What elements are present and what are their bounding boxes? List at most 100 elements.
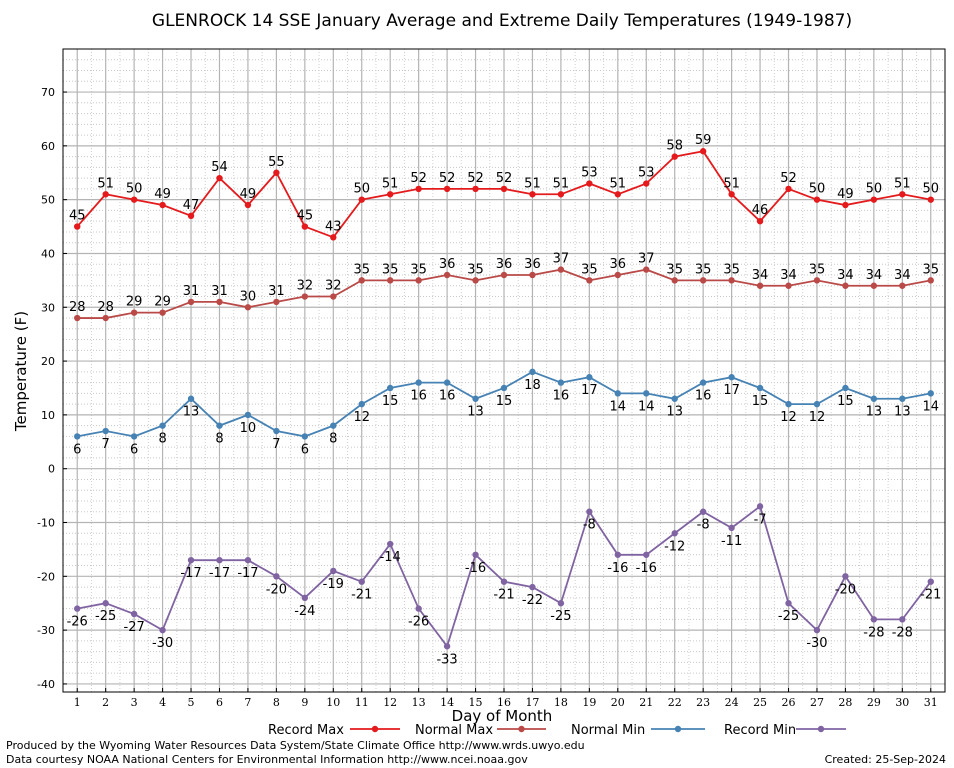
record-max-data-label: 52 [780,171,797,186]
record-max-data-label: 54 [211,160,228,175]
record-max-point [728,191,735,198]
normal-min-data-label: 8 [158,432,166,447]
y-tick-label: -10 [37,517,55,530]
record-max-point [842,201,849,209]
normal-max-data-label: 28 [97,300,114,315]
x-tick-label: 16 [497,696,511,709]
x-tick-label: 30 [895,696,909,709]
record-min-point [102,600,109,607]
record-max-data-label: 45 [297,209,314,224]
record-max-data-label: 52 [467,171,484,186]
record-min-point [443,643,451,650]
y-tick-label: -40 [37,678,55,691]
x-tick-label: 14 [440,696,454,709]
record-max-point [415,185,422,193]
normal-max-point [756,282,764,289]
record-min-point [643,551,650,558]
normal-min-point [699,379,707,386]
normal-max-point [643,266,650,273]
record-min-point [500,578,508,585]
normal-max-data-label: 31 [183,284,200,299]
record-max-point [927,196,934,203]
record-max-point [244,201,252,209]
normal-min-point [130,433,138,440]
record-min-data-label: -28 [863,625,884,640]
x-tick-label: 20 [611,696,625,709]
y-tick-label: 60 [41,140,55,153]
normal-min-point [842,384,849,392]
normal-min-data-label: 10 [240,421,257,436]
normal-min-data-label: 14 [610,399,627,414]
normal-max-data-label: 34 [780,268,797,283]
normal-max-data-label: 37 [553,252,570,267]
record-max-point [813,196,821,203]
normal-max-data-label: 37 [638,252,655,267]
record-min-data-label: -16 [636,561,657,576]
record-min-point [415,605,422,612]
normal-max-data-label: 34 [894,268,911,283]
record-min-point [927,578,934,585]
record-max-point [614,191,622,198]
normal-min-data-label: 15 [382,394,399,409]
y-tick-label: -30 [37,624,55,637]
series-normal-max: 28 28 29 29 31 31 30 31 32 32 35 35 35 36 35 36 36 37 35 36… [69,252,939,322]
normal-max-point [728,277,735,284]
record-min-point [529,583,536,591]
record-min-point [728,524,735,532]
normal-min-point [927,390,934,397]
record-max-point [216,174,223,182]
series-record-min: -26 -25-27-30-17 -17 -17-20-24-19-21-14-26-… [67,503,941,667]
record-min-point [130,610,138,618]
normal-max-point [529,271,536,279]
normal-max-data-label: 34 [866,268,883,283]
x-tick-label: 7 [244,696,251,709]
normal-min-data-label: 16 [695,389,712,404]
x-tick-label: 11 [355,696,369,709]
record-max-point [159,201,166,209]
chart-title: GLENROCK 14 SSE January Average and Extr… [152,11,852,31]
legend-marker-record-min [817,725,825,733]
normal-min-data-label: 14 [923,399,940,414]
normal-max-data-label: 36 [610,257,627,272]
legend-label-normal-min: Normal Min [571,723,645,738]
normal-min-data-label: 12 [780,410,797,425]
record-max-data-label: 52 [439,171,456,186]
legend-label-record-min: Record Min [724,723,796,738]
record-min-data-label: -7 [754,512,767,527]
normal-max-data-label: 34 [837,268,854,283]
record-max-data-label: 46 [752,203,769,218]
record-min-point [386,540,394,548]
record-min-point [785,600,792,607]
normal-max-data-label: 35 [809,262,826,277]
x-tick-label: 5 [188,696,195,709]
footer-created-date: Created: 25-Sep-2024 [824,753,946,766]
x-tick-label: 27 [810,696,824,709]
record-max-point [586,180,593,187]
record-max-data-label: 53 [581,166,598,181]
record-max-data-label: 51 [723,176,740,191]
record-max-data-label: 50 [353,182,370,197]
normal-min-data-label: 13 [894,405,911,420]
record-min-data-label: -21 [493,588,514,603]
normal-min-point [443,379,451,386]
normal-min-point [415,379,422,386]
y-tick-label: 20 [41,355,55,368]
x-tick-label: 9 [301,696,308,709]
normal-min-point [870,395,878,402]
record-min-data-label: -21 [351,588,372,603]
record-min-data-label: -33 [436,652,457,667]
normal-max-point [813,277,821,284]
record-min-data-label: -14 [380,550,401,565]
record-min-point [899,616,906,623]
normal-min-point [330,422,337,429]
x-tick-label: 1 [74,696,81,709]
record-max-point [273,169,280,176]
normal-max-data-label: 29 [126,295,143,310]
normal-max-data-label: 31 [211,284,228,299]
normal-max-data-label: 29 [154,295,171,310]
legend-marker-normal-max [518,725,525,733]
record-min-point [870,616,878,623]
record-min-point [671,530,678,537]
normal-max-data-label: 28 [69,300,86,315]
